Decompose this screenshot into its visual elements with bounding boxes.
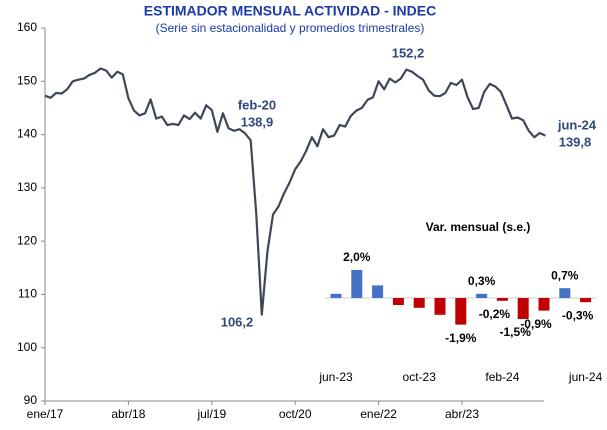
bar [330,293,342,298]
annotation: 152,2 [392,45,425,60]
value-label: 0,3% [468,274,496,288]
x-tick-label: ene/22 [360,407,397,421]
bar [538,298,550,311]
bar [351,270,363,298]
bar [517,298,529,319]
x-tick-label: feb-24 [485,370,519,384]
annotation: 139,8 [559,134,592,149]
y-tick-label: 110 [18,287,37,301]
y-tick-label: 160 [17,20,37,34]
value-label: 0,7% [551,268,579,282]
bar [434,298,446,315]
y-tick-label: 90 [24,393,38,407]
bar [559,288,571,298]
y-tick-label: 150 [17,73,37,87]
x-tick-label: ene/17 [27,407,64,421]
y-tick-label: 130 [17,180,37,194]
annotation: 106,2 [221,314,254,329]
x-tick-label: jun-23 [318,370,353,384]
bar [455,298,467,325]
value-label: 2,0% [343,250,371,264]
bar [580,298,592,303]
x-tick-label: jun-24 [568,370,603,384]
annotation: feb-20 [238,97,276,112]
x-tick-label: oct-23 [403,370,437,384]
chart-title: ESTIMADOR MENSUAL ACTIVIDAD - INDEC [144,3,436,19]
x-tick-label: abr/18 [111,407,145,421]
annotation: jun-24 [557,117,597,132]
x-tick-label: abr/23 [445,407,479,421]
bar [476,293,488,298]
bar [496,298,508,301]
value-label: -1,9% [445,331,477,345]
line-series [44,67,546,316]
y-tick-label: 100 [17,340,37,354]
y-tick-label: 140 [17,127,37,141]
value-label: -0,3% [562,308,594,322]
value-label: -0,2% [479,307,511,321]
y-tick-label: 120 [17,233,37,247]
x-tick-label: oct/20 [279,407,312,421]
bar [392,298,404,305]
x-tick-label: jul/19 [196,407,226,421]
inset-title: Var. mensual (s.e.) [426,220,531,234]
annotation: 138,9 [241,114,274,129]
bar [413,298,425,308]
value-label: -0,9% [520,317,552,331]
value-label: -1,5% [500,325,532,339]
chart-subtitle: (Serie sin estacionalidad y promedios tr… [156,21,425,35]
bar [372,285,384,298]
